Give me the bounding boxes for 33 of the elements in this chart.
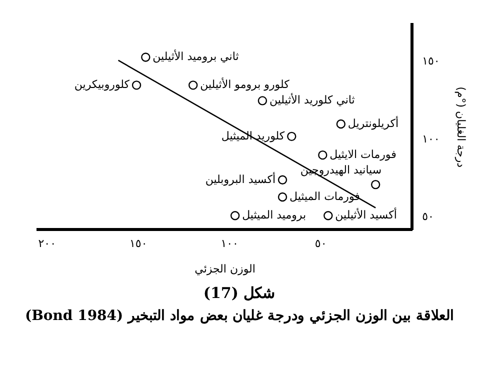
- y-tick-label: ١٥٠: [422, 54, 440, 68]
- point: [132, 80, 142, 90]
- point: [258, 96, 268, 106]
- annotation: كلورو برومو الأثيلين: [200, 77, 290, 92]
- annotation: فورمات الايثيل: [330, 148, 396, 161]
- x-tick-label: ١٥٠: [129, 237, 148, 250]
- x-tick-label: ١٠٠: [220, 237, 238, 250]
- text: العلاقة بين الوزن الجزئي ودرجة غليان بعض مواد التبخير (Bond 1984): [24, 307, 456, 326]
- y-tick-label: ٥٠: [422, 210, 434, 224]
- x-tick-label: ٥٠: [314, 237, 327, 250]
- point: [336, 119, 346, 129]
- annotation: كلوريد الميثيل: [221, 129, 286, 142]
- annotation: بروميد الميثيل: [242, 208, 306, 222]
- x-tick-label: ٢٠٠: [38, 237, 56, 250]
- annotation: أكريلونتريل: [348, 116, 399, 130]
- y-axis-title: درجة الغليان (°م): [454, 86, 468, 168]
- point: [318, 150, 328, 160]
- annotation: كلوروبيكرين: [74, 78, 130, 92]
- annotation: أكسيد الأثيلين: [335, 207, 397, 222]
- point: [287, 132, 296, 142]
- annotation: ثاني بروميد الأثيلين: [152, 49, 239, 64]
- annotation: ثاني كلوريد الأثيلين: [269, 92, 355, 107]
- point: [230, 211, 240, 220]
- annotation: أكسيد البروبلين: [205, 172, 276, 186]
- point: [370, 180, 380, 190]
- point: [278, 192, 288, 202]
- point: [141, 52, 150, 62]
- x-axis-title: الوزن الجزئي: [194, 262, 256, 276]
- point: [278, 175, 288, 185]
- y-tick-label: ١٠٠: [422, 132, 440, 146]
- text: شكل (17): [202, 284, 277, 302]
- point: [324, 211, 333, 220]
- point: [188, 80, 198, 90]
